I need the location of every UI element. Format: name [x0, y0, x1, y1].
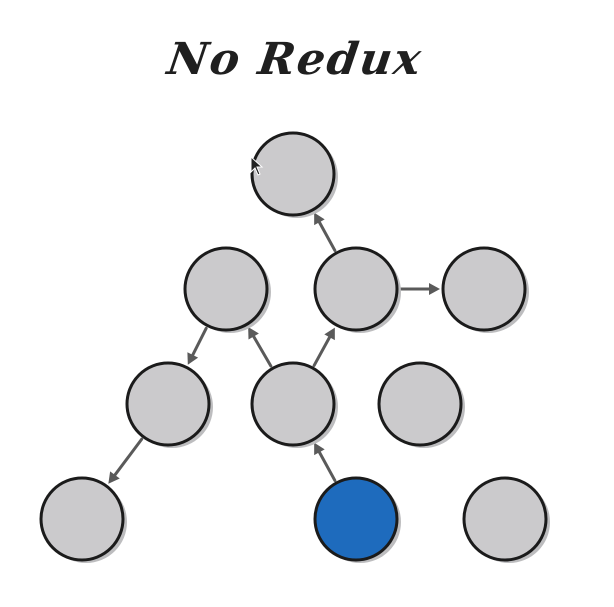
- edge-arrow-l2-left-to-l3-left: [108, 437, 144, 484]
- node-circle: [250, 361, 336, 447]
- node-circle: [462, 476, 548, 562]
- node-circle: [441, 246, 527, 332]
- edge-arrow-l1-left-to-l2-left: [187, 326, 208, 365]
- arrow-shaft: [113, 437, 144, 477]
- arrow-shaft: [317, 450, 337, 482]
- node-circle: [313, 476, 399, 562]
- node-circle: [183, 246, 269, 332]
- arrowhead-icon: [108, 471, 120, 484]
- arrow-shaft: [252, 335, 273, 368]
- arrow-shaft: [317, 220, 337, 252]
- arrow-shaft: [312, 335, 332, 367]
- node-circle: [377, 361, 463, 447]
- edges-layer: [108, 212, 440, 484]
- node-root: [250, 131, 338, 218]
- node-l1-right: [441, 246, 529, 333]
- arrowhead-icon: [429, 283, 440, 295]
- edge-arrow-l3-middle-to-l2-middle: [314, 442, 337, 482]
- edge-arrow-l2-middle-to-l1-middle: [312, 327, 335, 367]
- arrowhead-icon: [314, 442, 325, 456]
- node-l2-right: [377, 361, 465, 448]
- edge-arrow-l2-middle-to-l1-left: [248, 327, 273, 368]
- node-l3-left: [39, 476, 127, 563]
- node-circle: [250, 131, 336, 217]
- arrowhead-icon: [324, 327, 335, 341]
- edge-arrow-l1-middle-to-root: [314, 212, 337, 252]
- node-l1-left: [183, 246, 271, 333]
- node-l3-right: [462, 476, 550, 563]
- arrow-shaft: [191, 326, 208, 357]
- nodes-layer: [39, 131, 550, 563]
- node-l2-left: [125, 361, 213, 448]
- node-circle: [39, 476, 125, 562]
- node-l2-middle: [250, 361, 338, 448]
- mouse-pointer-icon: [250, 156, 264, 176]
- arrowhead-icon: [314, 212, 325, 226]
- arrowhead-icon: [187, 352, 199, 365]
- node-l1-middle: [313, 246, 401, 333]
- node-circle: [313, 246, 399, 332]
- edge-arrow-l1-middle-to-l1-right: [398, 283, 440, 295]
- node-l3-middle-active: [313, 476, 401, 563]
- arrowhead-icon: [248, 327, 259, 340]
- node-circle: [125, 361, 211, 447]
